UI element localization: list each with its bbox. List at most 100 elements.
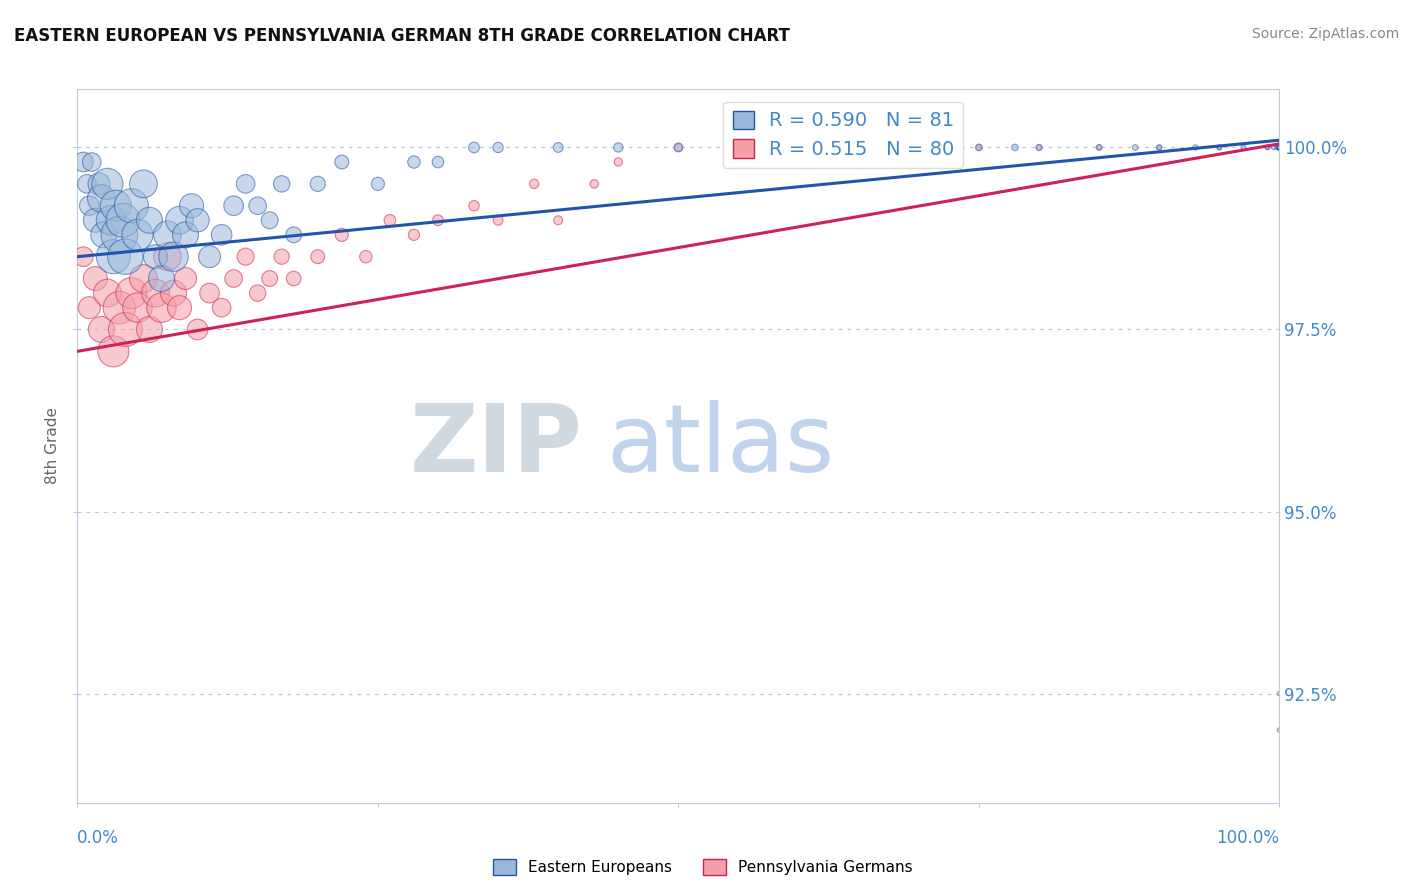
- Point: [127, 227, 149, 242]
- Point: [1268, 140, 1291, 154]
- Point: [1268, 140, 1291, 154]
- Point: [222, 271, 245, 285]
- Text: atlas: atlas: [606, 400, 835, 492]
- Point: [967, 140, 990, 154]
- Point: [1268, 140, 1291, 154]
- Point: [235, 250, 257, 264]
- Point: [96, 286, 118, 301]
- Point: [427, 155, 450, 169]
- Point: [1268, 140, 1291, 154]
- Point: [727, 140, 749, 154]
- Point: [1149, 140, 1171, 154]
- Point: [367, 177, 389, 191]
- Point: [427, 213, 450, 227]
- Point: [127, 301, 149, 315]
- Text: ZIP: ZIP: [409, 400, 582, 492]
- Point: [1256, 140, 1278, 154]
- Point: [1268, 140, 1291, 154]
- Point: [1268, 140, 1291, 154]
- Point: [307, 177, 329, 191]
- Point: [211, 227, 233, 242]
- Point: [187, 322, 209, 336]
- Point: [270, 177, 292, 191]
- Point: [486, 213, 509, 227]
- Point: [330, 155, 353, 169]
- Point: [1268, 140, 1291, 154]
- Point: [848, 140, 870, 154]
- Point: [103, 250, 125, 264]
- Point: [967, 140, 990, 154]
- Point: [1268, 140, 1291, 154]
- Point: [162, 286, 184, 301]
- Point: [211, 301, 233, 315]
- Point: [763, 140, 786, 154]
- Point: [108, 227, 131, 242]
- Text: EASTERN EUROPEAN VS PENNSYLVANIA GERMAN 8TH GRADE CORRELATION CHART: EASTERN EUROPEAN VS PENNSYLVANIA GERMAN …: [14, 27, 790, 45]
- Point: [378, 213, 401, 227]
- Point: [270, 250, 292, 264]
- Point: [787, 140, 810, 154]
- Point: [150, 271, 173, 285]
- Point: [354, 250, 377, 264]
- Point: [169, 301, 191, 315]
- Point: [1268, 140, 1291, 154]
- Point: [1268, 140, 1291, 154]
- Point: [1268, 723, 1291, 737]
- Point: [120, 199, 142, 213]
- Point: [668, 140, 690, 154]
- Point: [1268, 140, 1291, 154]
- Point: [1268, 140, 1291, 154]
- Point: [145, 286, 167, 301]
- Point: [259, 271, 281, 285]
- Point: [79, 301, 101, 315]
- Point: [84, 271, 107, 285]
- Point: [1268, 140, 1291, 154]
- Point: [908, 140, 931, 154]
- Point: [1268, 140, 1291, 154]
- Point: [162, 250, 184, 264]
- Point: [330, 227, 353, 242]
- Point: [1268, 140, 1291, 154]
- Point: [1268, 140, 1291, 154]
- Point: [1268, 140, 1291, 154]
- Point: [93, 227, 115, 242]
- Text: 0.0%: 0.0%: [77, 830, 120, 847]
- Point: [1268, 687, 1291, 701]
- Point: [80, 155, 103, 169]
- Point: [583, 177, 606, 191]
- Point: [1268, 140, 1291, 154]
- Point: [1149, 140, 1171, 154]
- Point: [72, 250, 94, 264]
- Point: [138, 213, 160, 227]
- Point: [1268, 140, 1291, 154]
- Point: [198, 286, 221, 301]
- Point: [1268, 140, 1291, 154]
- Point: [1268, 140, 1291, 154]
- Point: [246, 199, 269, 213]
- Point: [180, 199, 202, 213]
- Point: [1028, 140, 1050, 154]
- Point: [1268, 140, 1291, 154]
- Point: [307, 250, 329, 264]
- Point: [90, 322, 112, 336]
- Point: [1268, 140, 1291, 154]
- Point: [1265, 140, 1288, 154]
- Y-axis label: 8th Grade: 8th Grade: [45, 408, 60, 484]
- Point: [1184, 140, 1206, 154]
- Point: [150, 301, 173, 315]
- Point: [145, 250, 167, 264]
- Point: [1268, 140, 1291, 154]
- Point: [79, 199, 101, 213]
- Point: [547, 213, 569, 227]
- Point: [1263, 140, 1285, 154]
- Point: [174, 227, 197, 242]
- Text: Source: ZipAtlas.com: Source: ZipAtlas.com: [1251, 27, 1399, 41]
- Point: [932, 140, 955, 154]
- Point: [187, 213, 209, 227]
- Point: [547, 140, 569, 154]
- Point: [1268, 140, 1291, 154]
- Point: [283, 271, 305, 285]
- Text: 100.0%: 100.0%: [1216, 830, 1279, 847]
- Point: [76, 177, 98, 191]
- Point: [1268, 140, 1291, 154]
